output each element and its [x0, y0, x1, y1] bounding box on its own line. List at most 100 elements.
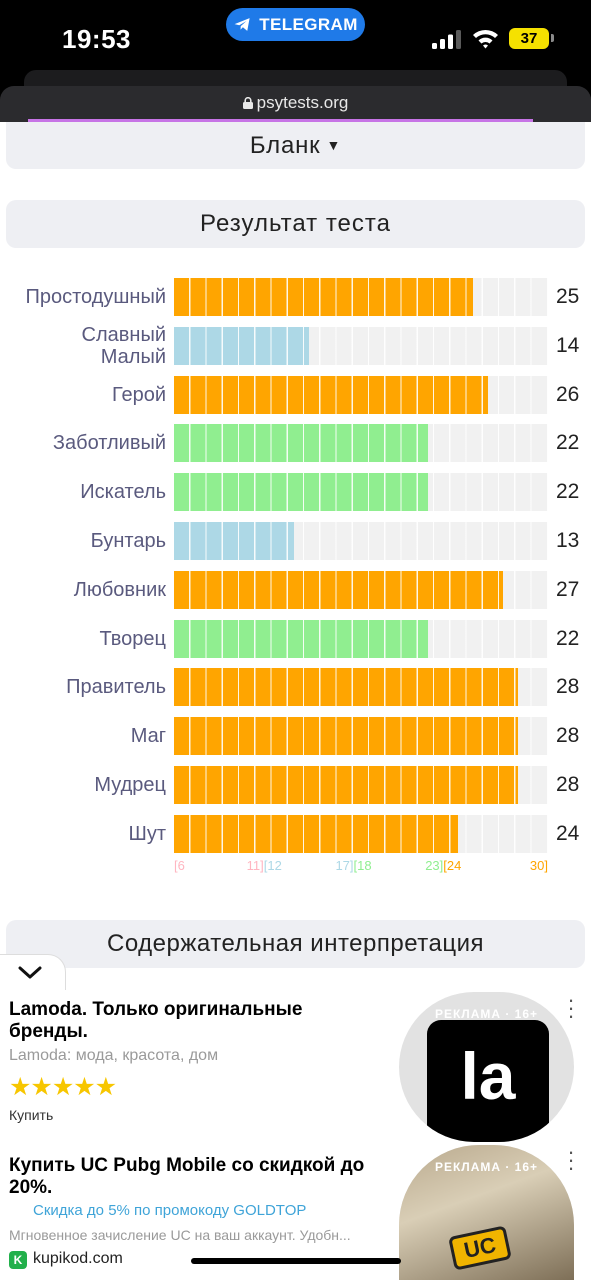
bar-track — [174, 424, 548, 463]
bar-track — [174, 522, 548, 560]
row-value: 22 — [556, 431, 580, 455]
pubg-ad-image[interactable]: UC РЕКЛАМА · 16+ — [399, 1145, 574, 1280]
chart-row: Простодушный 25 — [0, 278, 591, 316]
row-value: 26 — [556, 382, 580, 406]
lamoda-ad-image[interactable]: la РЕКЛАМА · 16+ — [399, 992, 574, 1142]
bar-grid — [174, 473, 548, 512]
row-value: 28 — [556, 724, 580, 748]
row-label: Заботливый — [52, 432, 166, 455]
bar-track — [174, 619, 548, 658]
row-value: 22 — [556, 626, 580, 650]
rating-stars: ★★★★★ — [9, 1073, 117, 1101]
ad-menu-icon[interactable]: · · · — [567, 987, 575, 1028]
bar-track — [174, 278, 548, 316]
browser-address-bar[interactable] — [0, 86, 591, 122]
row-value: 28 — [556, 773, 580, 796]
ad-badge: РЕКЛАМА · 16+ — [434, 1160, 539, 1174]
bar-grid — [174, 326, 548, 365]
row-label: Бунтарь — [90, 530, 166, 552]
bar-grid — [174, 522, 548, 560]
row-value: 25 — [556, 285, 580, 308]
interpretation-section-header[interactable]: Содержательная интерпретация — [6, 920, 585, 968]
ad-subtitle: Lamoda: мода, красота, дом — [9, 1047, 219, 1064]
chart-row: Герой 26 — [0, 375, 591, 414]
telegram-return-button[interactable]: TELEGRAM — [226, 8, 365, 41]
bar-track — [174, 717, 548, 756]
ad-title[interactable]: Lamoda. Только оригинальные бренды. — [9, 999, 303, 1042]
result-section-header[interactable]: Результат теста — [6, 200, 585, 248]
chart-row: Искатель 22 — [0, 473, 591, 512]
row-value: 27 — [556, 577, 580, 601]
scale-end-label: 23] — [425, 858, 444, 873]
caret-down-icon: ▼ — [326, 137, 342, 153]
lock-icon — [242, 97, 253, 109]
bar-grid — [174, 375, 548, 414]
ad-title[interactable]: Купить UC Pubg Mobile со скидкой до 20%. — [9, 1155, 365, 1198]
collapse-ads-button[interactable] — [0, 954, 66, 990]
blank-dropdown[interactable]: Бланк ▼ — [6, 122, 585, 169]
row-label: Искатель — [80, 481, 166, 504]
chart-row: Творец 22 — [0, 619, 591, 658]
telegram-icon — [234, 18, 250, 31]
bar-track — [174, 375, 548, 414]
row-value: 13 — [556, 529, 580, 552]
bar-grid — [174, 717, 548, 756]
chevron-down-icon — [18, 966, 42, 979]
battery-tip — [551, 34, 554, 42]
row-label: Правитель — [66, 676, 166, 699]
score-scale: [6 11] [12 17] [18 23] [24 30] — [0, 858, 591, 876]
ad-description: Мгновенное зачисление UC на ваш аккаунт.… — [9, 1227, 351, 1243]
chart-row: Заботливый 22 — [0, 424, 591, 463]
row-label: Простодушный — [25, 286, 166, 308]
buy-button[interactable]: Купить — [9, 1107, 54, 1123]
bar-track — [174, 766, 548, 804]
chart-row: Правитель 28 — [0, 668, 591, 707]
lamoda-logo: la — [427, 1020, 549, 1142]
bar-grid — [174, 619, 548, 658]
bar-track — [174, 570, 548, 609]
blank-label: Бланк — [249, 132, 321, 159]
ad-promo-link[interactable]: Скидка до 5% по промокоду GOLDTOP — [33, 1202, 307, 1219]
status-time: 19:53 — [62, 24, 131, 54]
row-value: 14 — [556, 333, 580, 357]
scale-start-label: [18 — [353, 858, 372, 873]
ad-domain[interactable]: kupikod.com — [33, 1250, 123, 1267]
ad-badge: РЕКЛАМА · 16+ — [434, 1007, 539, 1021]
row-value: 24 — [556, 821, 580, 845]
scale-end-label: 11] — [246, 858, 264, 873]
row-label: Любовник — [73, 578, 166, 601]
home-indicator — [191, 1258, 401, 1264]
row-label: Шут — [128, 822, 167, 845]
battery-indicator: 37 — [509, 28, 549, 49]
scale-end-label: 17] — [335, 858, 354, 873]
telegram-label: TELEGRAM — [259, 14, 358, 34]
browser-tab-stack — [24, 70, 567, 90]
scale-end-label: 30] — [529, 858, 548, 873]
kupikod-favicon: K — [9, 1251, 27, 1269]
row-label: Маг — [130, 725, 166, 748]
ad-menu-icon[interactable]: · · · — [567, 1139, 575, 1180]
scale-start-label: [12 — [263, 858, 282, 873]
chart-row: Шут 24 — [0, 814, 591, 853]
row-label: Герой — [111, 383, 166, 406]
bar-grid — [174, 766, 548, 804]
bar-grid — [174, 814, 548, 853]
address-url[interactable]: psytests.org — [0, 93, 591, 113]
bar-grid — [174, 570, 548, 609]
row-label: Мудрец — [94, 774, 166, 796]
chart-row: Маг 28 — [0, 717, 591, 756]
result-title: Результат теста — [200, 210, 391, 237]
cellular-signal-icon — [432, 30, 461, 49]
row-value: 28 — [556, 675, 580, 699]
page-load-progress — [28, 119, 533, 122]
chart-row: Бунтарь 13 — [0, 522, 591, 560]
row-label: Творец — [99, 627, 166, 650]
bar-track — [174, 326, 548, 365]
row-value: 22 — [556, 480, 580, 504]
row-label: Славный Малый — [81, 323, 166, 368]
bar-grid — [174, 424, 548, 463]
bar-track — [174, 473, 548, 512]
bar-grid — [174, 278, 548, 316]
scale-start-label: [6 — [174, 858, 185, 873]
scale-start-label: [24 — [443, 858, 462, 873]
